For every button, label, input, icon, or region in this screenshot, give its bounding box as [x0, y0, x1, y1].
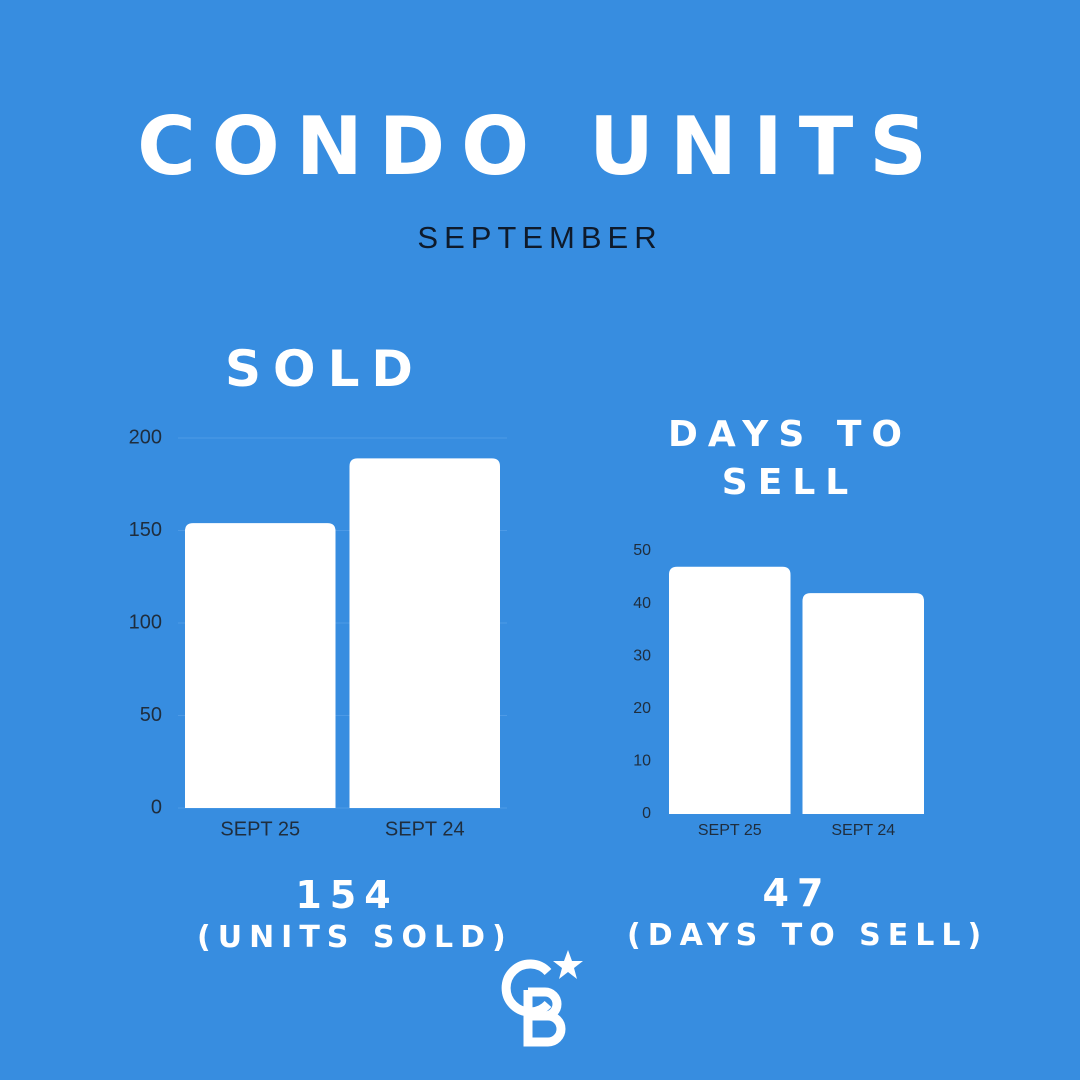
annotation: 47: [762, 871, 832, 915]
y-tick-label: 50: [140, 704, 162, 726]
y-tick-label: 20: [633, 700, 651, 717]
bar: [349, 458, 500, 808]
y-tick-label: 200: [129, 426, 162, 448]
y-tick-label: 100: [129, 611, 162, 633]
logo: [501, 950, 583, 1047]
page-subtitle: SEPTEMBER: [417, 220, 663, 255]
y-tick-label: 0: [151, 796, 162, 818]
y-tick-label: 10: [633, 753, 651, 770]
x-tick-label: SEPT 24: [385, 818, 465, 840]
annotation: (DAYS TO SELL): [627, 918, 989, 953]
x-tick-label: SEPT 25: [220, 818, 300, 840]
bar: [669, 566, 791, 814]
page-title: CONDO UNITS: [137, 100, 943, 193]
annotation: 154: [295, 873, 399, 917]
annotation: (UNITS SOLD): [197, 920, 513, 955]
x-tick-label: SEPT 24: [831, 822, 895, 839]
bar: [185, 523, 336, 808]
y-tick-label: 150: [129, 519, 162, 541]
y-tick-label: 0: [642, 805, 651, 822]
bar: [802, 593, 924, 814]
y-tick-label: 50: [633, 542, 651, 559]
chart-title: SOLD: [225, 340, 425, 398]
chart-title: DAYS TO SELL: [668, 414, 912, 503]
x-tick-label: SEPT 25: [698, 822, 762, 839]
y-tick-label: 30: [633, 647, 651, 664]
y-tick-label: 40: [633, 595, 651, 612]
